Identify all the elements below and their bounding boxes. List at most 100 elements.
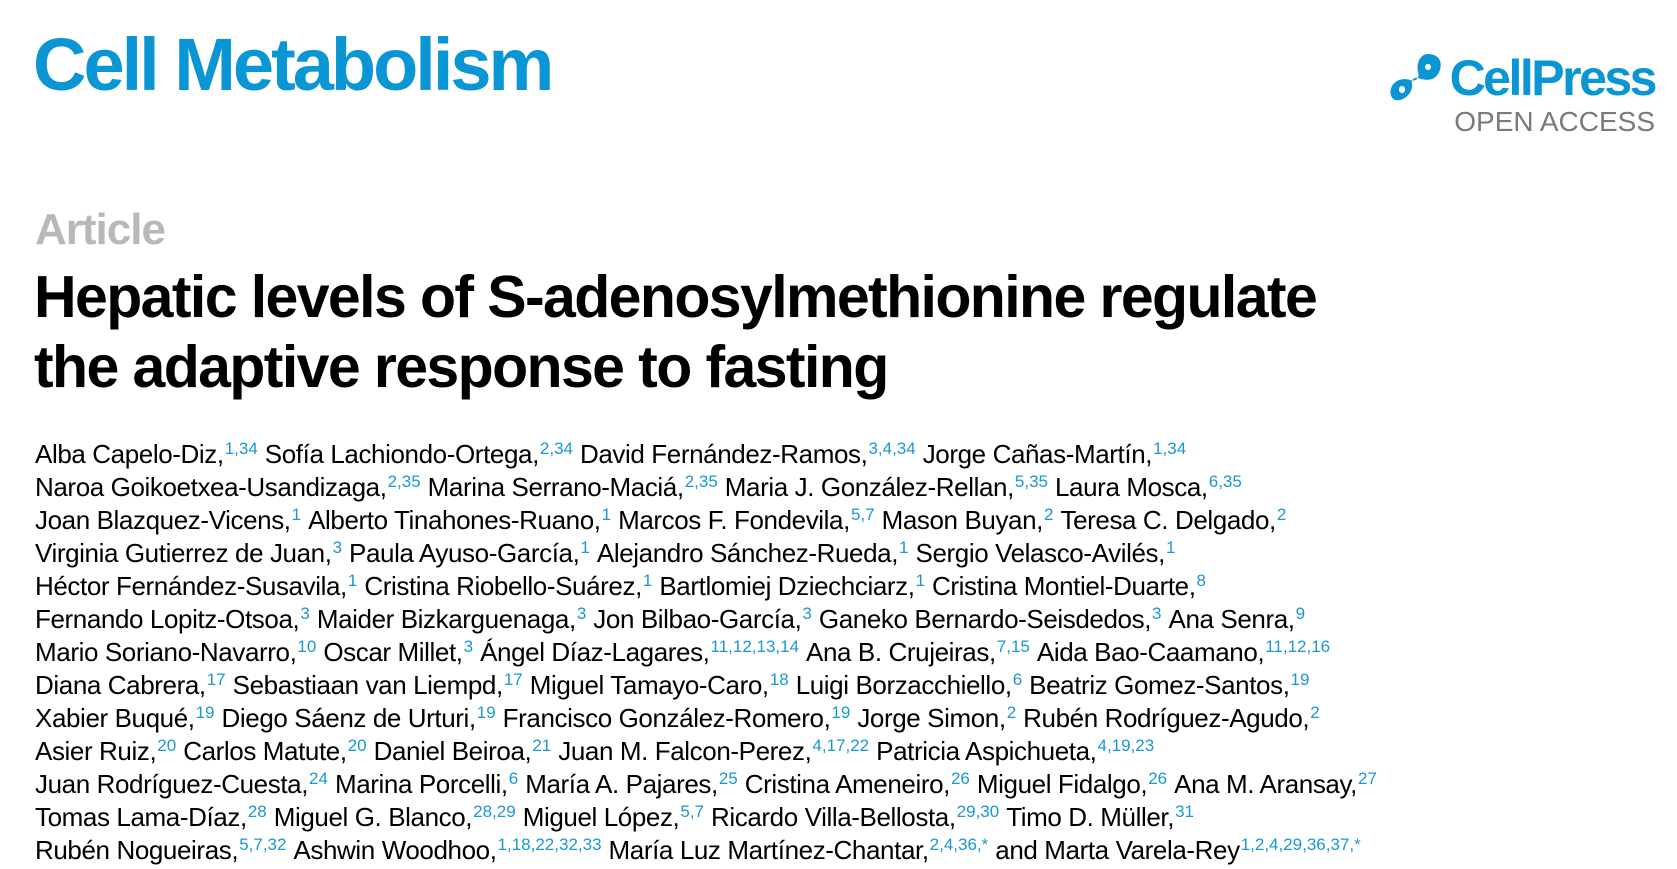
author: Sergio Velasco-Avilés,1 [916, 538, 1176, 568]
author-name: Ana Senra, [1168, 604, 1295, 634]
cellpress-logo: CellPress OPEN ACCESS [1388, 50, 1658, 137]
affiliation-superscript[interactable]: 29,30 [956, 802, 1000, 821]
author-name: Laura Mosca, [1055, 472, 1208, 502]
affiliation-superscript[interactable]: 3 [463, 637, 474, 656]
author-name: Luigi Borzacchiello, [795, 670, 1012, 700]
affiliation-superscript[interactable]: 1,34 [1153, 439, 1187, 458]
affiliation-superscript[interactable]: 28 [247, 802, 267, 821]
author: Naroa Goikoetxea-Usandizaga,2,35 [35, 472, 421, 502]
affiliation-superscript[interactable]: 3 [332, 538, 343, 557]
affiliation-superscript[interactable]: 2 [1044, 505, 1054, 524]
affiliation-superscript[interactable]: 6 [508, 769, 519, 788]
affiliation-superscript[interactable]: 1,18,22,32,33 [497, 835, 602, 854]
affiliation-superscript[interactable]: 1 [915, 571, 926, 590]
affiliation-superscript[interactable]: 3 [802, 604, 812, 623]
affiliation-superscript[interactable]: 5,7 [680, 802, 705, 821]
author-name: Miguel Fidalgo, [976, 769, 1148, 799]
affiliation-superscript[interactable]: 1 [642, 571, 653, 590]
author-name: Paula Ayuso-García, [349, 538, 580, 568]
author-name: Daniel Beiroa, [373, 736, 532, 766]
affiliation-superscript[interactable]: 1 [899, 538, 909, 557]
affiliation-superscript[interactable]: 28,29 [473, 802, 516, 821]
open-access-label: OPEN ACCESS [1454, 106, 1655, 137]
author-line: Rubén Nogueiras,5,7,32 Ashwin Woodhoo,1,1… [35, 828, 1384, 865]
author-line: Diana Cabrera,17 Sebastiaan van Liempd,17… [35, 663, 1384, 700]
author: Ana Senra,9 [1169, 604, 1306, 634]
affiliation-superscript[interactable]: 2 [1276, 505, 1287, 524]
author-name: Aida Bao-Caamano, [1036, 637, 1265, 667]
affiliation-superscript[interactable]: 1 [580, 538, 590, 557]
author: Cristina Montiel-Duarte,8 [932, 571, 1206, 601]
author-name: María A. Pajares, [525, 769, 718, 799]
affiliation-superscript[interactable]: 6,35 [1208, 472, 1242, 491]
affiliation-superscript[interactable]: 19 [1290, 670, 1310, 689]
affiliation-superscript[interactable]: 24 [309, 769, 328, 788]
author: Ana B. Crujeiras,7,15 [806, 637, 1030, 667]
affiliation-superscript[interactable]: 1 [601, 505, 612, 524]
affiliation-superscript[interactable]: 21 [532, 736, 552, 755]
author: Xabier Buqué,19 [35, 703, 215, 733]
author: Alejandro Sánchez-Rueda,1 [597, 538, 909, 568]
affiliation-superscript[interactable]: 1 [1165, 538, 1176, 557]
author: Asier Ruiz,20 [35, 736, 176, 766]
affiliation-superscript[interactable]: 19 [831, 703, 851, 722]
author-name: Mario Soriano-Navarro, [35, 637, 297, 667]
author-name: Joan Blazquez-Vicens, [35, 505, 291, 535]
author-name: Bartlomiej Dziechciarz, [659, 571, 915, 601]
affiliation-superscript[interactable]: 9 [1295, 604, 1306, 623]
affiliation-superscript[interactable]: 1,2,4,29,36,37,* [1240, 835, 1361, 854]
affiliation-superscript[interactable]: 1,34 [224, 439, 258, 458]
affiliation-superscript[interactable]: 3,4,34 [868, 439, 916, 458]
affiliation-superscript[interactable]: 25 [718, 769, 738, 788]
affiliation-superscript[interactable]: 4,17,22 [812, 736, 870, 755]
affiliation-superscript[interactable]: 2,35 [387, 472, 421, 491]
affiliation-superscript[interactable]: 17 [206, 670, 226, 689]
author-name: Timo D. Müller, [1006, 802, 1175, 832]
affiliation-superscript[interactable]: 2,34 [539, 439, 573, 458]
author: Francisco González-Romero,19 [503, 703, 851, 733]
affiliation-superscript[interactable]: 11,12,13,14 [710, 637, 800, 656]
affiliation-superscript[interactable]: 26 [1148, 769, 1168, 788]
author: Alba Capelo-Diz,1,34 [35, 439, 258, 469]
affiliation-superscript[interactable]: 5,7 [850, 505, 875, 524]
affiliation-superscript[interactable]: 2 [1006, 703, 1017, 722]
affiliation-superscript[interactable]: 17 [503, 670, 523, 689]
affiliation-superscript[interactable]: 19 [195, 703, 215, 722]
author-name: Carlos Matute, [183, 736, 347, 766]
author: Maria J. González-Rellan,5,35 [725, 472, 1048, 502]
publisher-name: CellPress [1449, 50, 1658, 106]
affiliation-superscript[interactable]: 5,7,32 [239, 835, 287, 854]
affiliation-superscript[interactable]: 3 [576, 604, 587, 623]
author: Sebastiaan van Liempd,17 [233, 670, 523, 700]
author: Marina Porcelli,6 [335, 769, 518, 799]
affiliation-superscript[interactable]: 2,35 [684, 472, 718, 491]
author: Sofía Lachiondo-Ortega,2,34 [265, 439, 573, 469]
affiliation-superscript[interactable]: 27 [1357, 769, 1377, 788]
affiliation-superscript[interactable]: 7,15 [996, 637, 1030, 656]
affiliation-superscript[interactable]: 20 [347, 736, 367, 755]
affiliation-superscript[interactable]: 6 [1012, 670, 1023, 689]
author: Diana Cabrera,17 [35, 670, 226, 700]
affiliation-superscript[interactable]: 1 [291, 505, 302, 524]
affiliation-superscript[interactable]: 19 [476, 703, 496, 722]
affiliation-superscript[interactable]: 10 [297, 637, 317, 656]
affiliation-superscript[interactable]: 18 [769, 670, 789, 689]
author: Laura Mosca,6,35 [1055, 472, 1242, 502]
affiliation-superscript[interactable]: 26 [950, 769, 970, 788]
affiliation-superscript[interactable]: 4,19,23 [1097, 736, 1155, 755]
affiliation-superscript[interactable]: 31 [1175, 802, 1194, 821]
affiliation-superscript[interactable]: 5,35 [1014, 472, 1048, 491]
affiliation-superscript[interactable]: 8 [1196, 571, 1207, 590]
author: Marcos F. Fondevila,5,7 [618, 505, 875, 535]
affiliation-superscript[interactable]: 11,12,16 [1265, 637, 1331, 656]
author: Juan Rodríguez-Cuesta,24 [35, 769, 328, 799]
affiliation-superscript[interactable]: 3 [300, 604, 310, 623]
affiliation-superscript[interactable]: 2 [1310, 703, 1320, 722]
affiliation-superscript[interactable]: 3 [1152, 604, 1162, 623]
affiliation-superscript[interactable]: 1 [347, 571, 358, 590]
affiliation-superscript[interactable]: 2,4,36,* [929, 835, 989, 854]
author-name: Rubén Rodríguez-Agudo, [1023, 703, 1310, 733]
author: Diego Sáenz de Urturi,19 [222, 703, 496, 733]
author: Mason Buyan,2 [882, 505, 1054, 535]
affiliation-superscript[interactable]: 20 [157, 736, 177, 755]
